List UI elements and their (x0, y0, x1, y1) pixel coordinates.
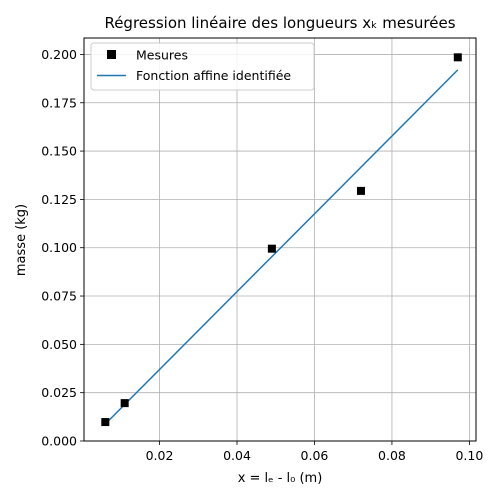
data-point (453, 53, 462, 62)
grid (84, 38, 476, 442)
x-tick-label: 0.10 (455, 448, 483, 463)
plot-frame (83, 37, 477, 442)
data-point (120, 399, 129, 408)
y-tick-label: 0.100 (41, 240, 77, 255)
legend-label-mesures: Mesures (136, 48, 188, 63)
fit-line (104, 69, 459, 425)
x-axis-label: x = lₑ - l₀ (m) (238, 471, 323, 486)
y-tick-label: 0.175 (41, 95, 77, 110)
data-point (101, 418, 110, 427)
y-tick-label: 0.125 (41, 192, 77, 207)
x-tick-label: 0.06 (301, 448, 329, 463)
y-tick-label: 0.000 (41, 434, 77, 449)
data-point (356, 186, 365, 195)
y-tick-label: 0.025 (41, 385, 77, 400)
plot-marks (101, 53, 462, 427)
chart-title: Régression linéaire des longueurs xₖ mes… (104, 14, 455, 32)
legend-box (90, 42, 315, 91)
x-tick-label: 0.02 (146, 448, 174, 463)
y-tick-label: 0.150 (41, 144, 77, 159)
y-axis-label: masse (kg) (14, 204, 29, 276)
x-tick-label: 0.08 (378, 448, 406, 463)
data-point (267, 244, 276, 253)
legend: Mesures Fonction affine identifiée (90, 42, 315, 91)
y-tick-label: 0.075 (41, 289, 77, 304)
legend-label-fit: Fonction affine identifiée (136, 68, 291, 83)
x-tick-label: 0.04 (223, 448, 251, 463)
y-axis-ticks: 0.000 0.025 0.050 0.075 0.100 0.125 0.150 0.175… (41, 47, 84, 449)
x-axis-ticks: 0.02 0.04 0.06 0.08 0.10 (146, 441, 483, 463)
legend-marker-mesures (107, 50, 116, 59)
y-tick-label: 0.200 (41, 47, 77, 62)
y-tick-label: 0.050 (41, 337, 77, 352)
